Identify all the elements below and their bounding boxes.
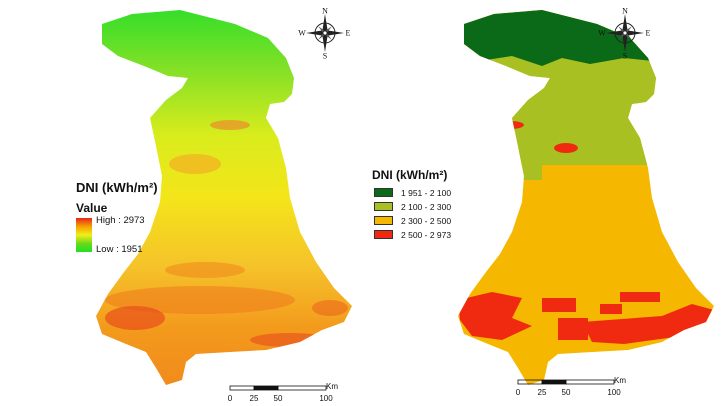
scale-bar: 0 25 50 100 Km — [515, 376, 626, 400]
legend-swatch — [374, 188, 393, 197]
legend-gradient-bar — [76, 218, 92, 252]
scale-tick-label: 50 — [273, 394, 283, 403]
legend-class-row: 1 951 - 2 100 — [374, 187, 451, 198]
compass-rose-icon: N S E W — [298, 6, 351, 61]
scale-unit-label: Km — [614, 376, 626, 385]
compass-south-label: S — [322, 51, 328, 61]
scale-tick-label: 25 — [537, 388, 547, 397]
legend-class-row: 2 300 - 2 500 — [374, 215, 451, 226]
scale-tick-label: 25 — [249, 394, 259, 403]
scale-tick-label: 0 — [515, 388, 521, 397]
scale-tick-label: 100 — [319, 394, 333, 403]
scale-tick-label: 0 — [227, 394, 233, 403]
continuous-dni-map — [96, 10, 352, 385]
compass-east-label: E — [345, 28, 351, 38]
scale-tick-label: 50 — [561, 388, 571, 397]
compass-rose-icon: N S E W — [598, 6, 651, 61]
legend-swatch — [374, 202, 393, 211]
legend-class-label: 2 500 - 2 973 — [401, 229, 452, 240]
legend-high-label: High : 2973 — [96, 215, 145, 226]
legend-swatch — [374, 230, 393, 239]
legend-class-row: 2 100 - 2 300 — [374, 201, 451, 212]
compass-east-label: E — [645, 28, 651, 38]
compass-north-label: N — [622, 6, 628, 16]
compass-north-label: N — [322, 6, 328, 16]
legend-class-row: 2 500 - 2 973 — [374, 229, 451, 240]
classified-dni-map-panel: N S E W DNI (kWh/m²) 1 951 - 2 100 2 100… — [362, 0, 724, 406]
classified-dni-map — [458, 10, 714, 385]
compass-west-label: W — [598, 28, 606, 38]
legend-class-label: 1 951 - 2 100 — [401, 187, 452, 198]
legend-swatch — [374, 216, 393, 225]
compass-west-label: W — [298, 28, 306, 38]
map-title: DNI (kWh/m²) — [372, 168, 448, 182]
scale-bar: 0 25 50 100 Km — [227, 382, 338, 406]
legend-low-label: Low : 1951 — [96, 244, 143, 255]
map-title: DNI (kWh/m²) — [76, 180, 158, 195]
legend-title: Value — [76, 201, 108, 215]
scale-unit-label: Km — [326, 382, 338, 391]
legend-class-label: 2 100 - 2 300 — [401, 201, 452, 212]
legend-class-label: 2 300 - 2 500 — [401, 215, 452, 226]
compass-south-label: S — [622, 51, 628, 61]
continuous-dni-map-panel: N S E W DNI (kWh/m²) Value High : 2973 L… — [76, 6, 352, 406]
scale-tick-label: 100 — [607, 388, 621, 397]
